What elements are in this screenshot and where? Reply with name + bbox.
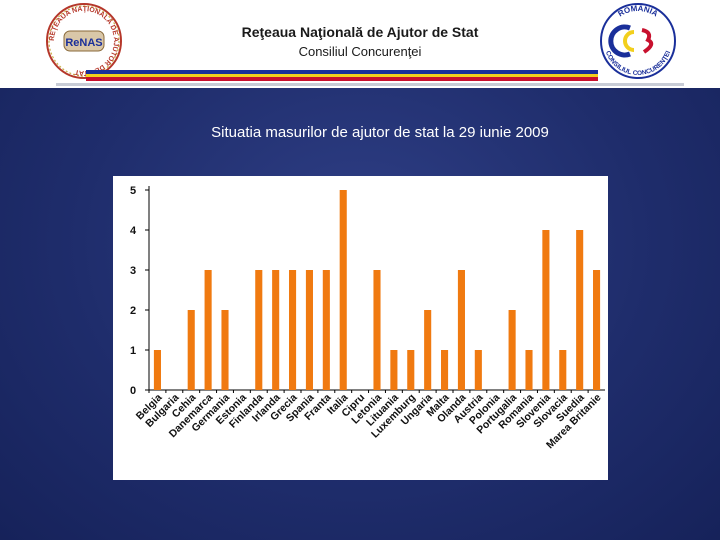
bar-portugalia: [508, 310, 516, 390]
consiliul-concurentei-logo: ROMÂNIA CONSILIUL CONCURENŢEI: [594, 2, 682, 80]
bar-luxemburg: [407, 350, 415, 390]
flag-stripe-yellow: [86, 74, 598, 77]
bar-slovenia: [542, 230, 550, 390]
bar-italia: [339, 190, 347, 390]
bar-franta: [322, 270, 330, 390]
y-tick-label: 2: [130, 305, 136, 317]
bar-irlanda: [272, 270, 280, 390]
svg-text:ROMÂNIA: ROMÂNIA: [616, 4, 659, 19]
y-tick-label: 0: [130, 385, 136, 397]
bar-olanda: [457, 270, 465, 390]
renas-logo-text: ReNAS: [65, 37, 102, 49]
header-title-line2: Consiliul Concurenţei: [298, 44, 422, 59]
logo-top-text: ROMÂNIA: [616, 4, 659, 19]
bar-finlanda: [255, 270, 263, 390]
bar-belgia: [153, 350, 161, 390]
bar-malta: [441, 350, 449, 390]
header-divider: [56, 83, 684, 86]
bar-ungaria: [424, 310, 432, 390]
y-tick-label: 4: [130, 225, 137, 237]
flag-stripe-red: [86, 77, 598, 81]
bar-spania: [305, 270, 313, 390]
y-tick-label: 3: [130, 265, 136, 277]
bar-lituania: [390, 350, 398, 390]
bar-germania: [221, 310, 229, 390]
bar-danemarca: [204, 270, 212, 390]
bar-slovacia: [559, 350, 567, 390]
y-tick-label: 5: [130, 185, 136, 197]
y-tick-label: 1: [130, 345, 136, 357]
bar-romania: [525, 350, 533, 390]
slide-title: Situatia masurilor de ajutor de stat la …: [211, 124, 549, 141]
bar-marea-britanie: [593, 270, 601, 390]
header-title-line1: Reţeaua Naţională de Ajutor de Stat: [241, 24, 479, 40]
flag-stripe-blue: [86, 70, 598, 74]
renas-logo: REŢEAUA NAŢIONALĂ DE AJUTOR DE STAT ReNA…: [40, 2, 128, 80]
bar-letonia: [373, 270, 381, 390]
bar-suedia: [576, 230, 584, 390]
header-title: Reţeaua Naţională de Ajutor de Stat Cons…: [150, 22, 570, 62]
bar-grecia: [289, 270, 297, 390]
bar-cehia: [187, 310, 195, 390]
bar-austria: [474, 350, 482, 390]
